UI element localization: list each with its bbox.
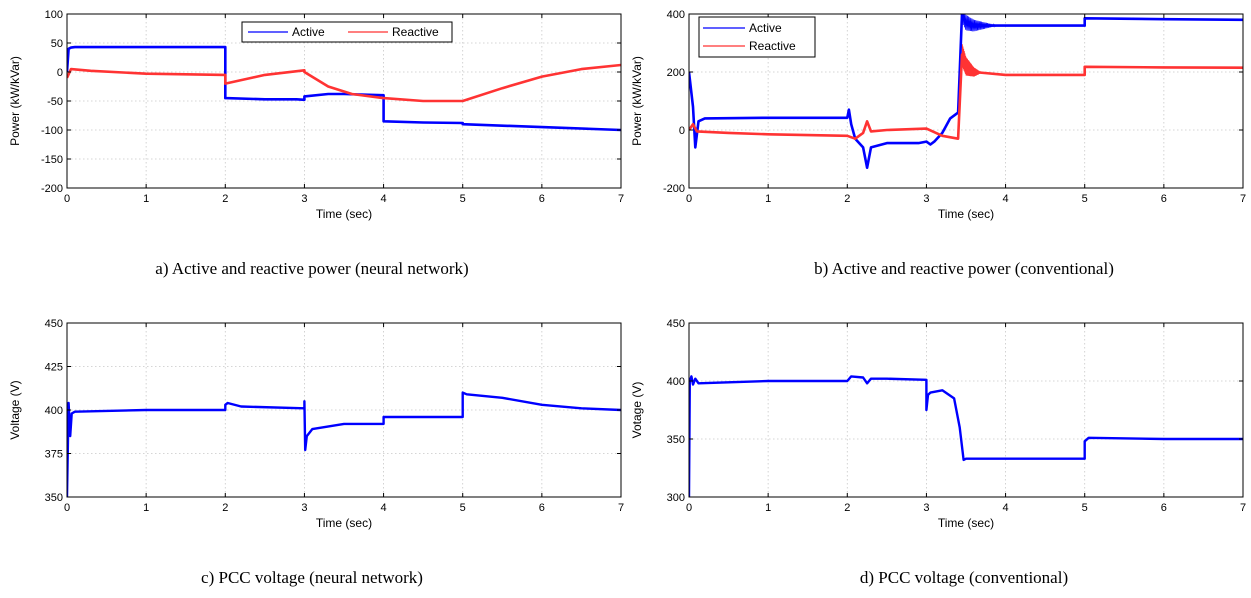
x-tick-label-d-5: 5 xyxy=(1082,502,1088,514)
y-axis-label-d: Votage (V) xyxy=(630,382,644,439)
x-tick-label-b-5: 5 xyxy=(1082,193,1088,205)
y-tick-label-c-3: 375 xyxy=(45,449,63,461)
y-tick-label-b-2: 0 xyxy=(679,125,685,137)
series-line-a-active xyxy=(67,45,621,132)
x-tick-label-a-5: 5 xyxy=(460,193,466,205)
series-group-d xyxy=(689,375,1243,497)
legend-box-a xyxy=(241,21,453,43)
x-tick-label-a-3: 3 xyxy=(301,193,307,205)
y-tick-label-c-2: 400 xyxy=(45,405,63,417)
series-oscillation-b-0-0 xyxy=(961,14,998,32)
x-tick-label-b-4: 4 xyxy=(1003,193,1009,205)
series-line-c-voltage xyxy=(67,391,621,497)
x-tick-label-c-2: 2 xyxy=(222,502,228,514)
legend-a: Active Reactive xyxy=(241,21,453,43)
x-tick-label-c-5: 5 xyxy=(460,502,466,514)
chart-panel-d: 0 1 2 3 4 5 6 7 450 400 350 300 Time (sec) Votage (V) xyxy=(630,318,1246,530)
legend-b: Active Reactive xyxy=(698,16,816,58)
y-axis-label-c: Voltage (V) xyxy=(8,380,22,439)
x-axis-label-b: Time (sec) xyxy=(938,207,994,221)
x-tick-label-d-4: 4 xyxy=(1003,502,1009,514)
x-axis-label-a: Time (sec) xyxy=(316,207,372,221)
y-tick-label-b-1: 200 xyxy=(667,67,685,79)
x-tick-label-d-1: 1 xyxy=(765,502,771,514)
y-tick-label-a-5: -150 xyxy=(41,154,63,166)
caption-d: d) PCC voltage (conventional) xyxy=(860,568,1068,587)
x-tick-label-a-7: 7 xyxy=(618,193,624,205)
legend-label-b-1: Reactive xyxy=(749,39,796,53)
y-tick-label-a-3: -50 xyxy=(47,96,63,108)
x-tick-label-b-6: 6 xyxy=(1161,193,1167,205)
y-tick-label-a-1: 50 xyxy=(51,38,63,50)
y-tick-label-d-2: 350 xyxy=(667,434,685,446)
y-tick-label-a-0: 100 xyxy=(45,9,63,21)
x-tick-label-d-3: 3 xyxy=(923,502,929,514)
x-tick-label-a-6: 6 xyxy=(539,193,545,205)
x-tick-label-c-7: 7 xyxy=(618,502,624,514)
series-group-b xyxy=(689,14,1243,169)
series-line-b-reactive xyxy=(689,53,1243,140)
x-tick-label-b-2: 2 xyxy=(844,193,850,205)
x-tick-label-a-0: 0 xyxy=(64,193,70,205)
x-tick-label-d-2: 2 xyxy=(844,502,850,514)
x-tick-label-a-1: 1 xyxy=(143,193,149,205)
series-line-d-voltage xyxy=(689,375,1243,497)
y-tick-label-d-1: 400 xyxy=(667,376,685,388)
caption-a: a) Active and reactive power (neural net… xyxy=(155,259,468,278)
y-tick-label-a-2: 0 xyxy=(57,67,63,79)
x-tick-label-d-6: 6 xyxy=(1161,502,1167,514)
x-tick-label-d-0: 0 xyxy=(686,502,692,514)
plot-frame-b xyxy=(688,13,1244,189)
legend-label-b-0: Active xyxy=(749,21,782,35)
plot-area-d xyxy=(689,323,1243,497)
x-tick-label-c-4: 4 xyxy=(381,502,387,514)
y-tick-label-b-3: -200 xyxy=(663,183,685,195)
legend-label-a-0: Active xyxy=(292,25,325,39)
series-group-c xyxy=(67,391,621,497)
x-tick-label-c-6: 6 xyxy=(539,502,545,514)
x-axis-label-c: Time (sec) xyxy=(316,516,372,530)
y-tick-label-c-0: 450 xyxy=(45,318,63,330)
caption-b: b) Active and reactive power (convention… xyxy=(814,259,1114,278)
y-axis-label-b: Power (kW/kVar) xyxy=(630,56,644,146)
legend-label-a-1: Reactive xyxy=(392,25,439,39)
y-axis-label-a: Power (kW/kVar) xyxy=(8,56,22,146)
legend-box-b xyxy=(698,16,816,58)
y-tick-label-d-3: 300 xyxy=(667,492,685,504)
x-axis-label-d: Time (sec) xyxy=(938,516,994,530)
x-tick-label-a-4: 4 xyxy=(381,193,387,205)
y-tick-label-b-0: 400 xyxy=(667,9,685,21)
x-tick-label-b-1: 1 xyxy=(765,193,771,205)
caption-c: c) PCC voltage (neural network) xyxy=(201,568,423,587)
x-tick-label-a-2: 2 xyxy=(222,193,228,205)
series-oscillation-b-1-0 xyxy=(961,44,983,77)
x-tick-label-d-7: 7 xyxy=(1240,502,1246,514)
y-tick-label-a-6: -200 xyxy=(41,183,63,195)
x-tick-label-c-0: 0 xyxy=(64,502,70,514)
plot-frame-d xyxy=(688,322,1244,498)
chart-panel-c: 0 1 2 3 4 5 6 7 450 425 400 375 350 Time (sec) Voltage… xyxy=(8,318,624,530)
y-tick-label-d-0: 450 xyxy=(667,318,685,330)
y-tick-label-a-4: -100 xyxy=(41,125,63,137)
x-tick-label-b-7: 7 xyxy=(1240,193,1246,205)
x-tick-label-c-3: 3 xyxy=(301,502,307,514)
x-tick-label-b-3: 3 xyxy=(923,193,929,205)
series-group-a xyxy=(67,45,621,132)
y-tick-label-c-4: 350 xyxy=(45,492,63,504)
series-line-a-reactive xyxy=(67,63,621,103)
x-tick-label-b-0: 0 xyxy=(686,193,692,205)
y-tick-label-c-1: 425 xyxy=(45,362,63,374)
chart-panel-a: 0 1 2 3 4 5 6 7 100 50 0 -50 -100 -150 -200 Time (sec) P… xyxy=(8,9,624,221)
x-tick-label-c-1: 1 xyxy=(143,502,149,514)
